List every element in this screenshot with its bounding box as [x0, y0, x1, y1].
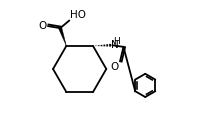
- Text: H: H: [113, 37, 120, 46]
- Text: HO: HO: [70, 10, 86, 20]
- Text: N: N: [111, 40, 119, 50]
- Text: O: O: [110, 62, 119, 72]
- Polygon shape: [59, 28, 66, 46]
- Text: O: O: [39, 21, 47, 31]
